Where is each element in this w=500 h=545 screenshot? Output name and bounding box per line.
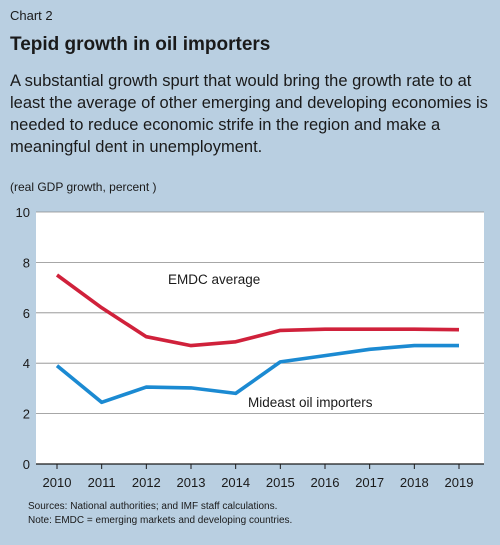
source-note: Sources: National authorities; and IMF s… <box>28 500 292 528</box>
x-tick-label: 2018 <box>400 475 429 490</box>
x-tick-label: 2010 <box>43 475 72 490</box>
y-tick-label: 8 <box>23 255 30 270</box>
note-text: Note: EMDC = emerging markets and develo… <box>28 515 293 526</box>
sources-text: Sources: National authorities; and IMF s… <box>28 501 278 512</box>
chart-subtitle: A substantial growth spurt that would br… <box>10 72 488 156</box>
series-line-0 <box>55 273 460 348</box>
chart-title: Tepid growth in oil importers <box>10 34 271 55</box>
y-tick-label: 0 <box>23 457 30 472</box>
x-tick-label: 2011 <box>88 475 116 490</box>
y-tick-label: 2 <box>23 407 30 422</box>
y-tick-labels: 0 2 4 6 8 10 <box>16 205 30 472</box>
x-tick-label: 2015 <box>266 475 295 490</box>
series-lines <box>55 273 460 405</box>
series-label-mideast-oil-importers: Mideast oil importers <box>248 395 373 410</box>
series-label-emdc-average: EMDC average <box>168 272 260 287</box>
x-tick-labels: 2010 2011 2012 2013 2014 2015 2016 2017 2018 2019 <box>43 464 474 490</box>
x-tick-label: 2013 <box>177 475 206 490</box>
chart-number-label: Chart 2 <box>10 8 53 23</box>
units-note: (real GDP growth, percent ) <box>10 180 157 194</box>
y-tick-label: 4 <box>23 356 30 371</box>
x-tick-label: 2014 <box>221 475 250 490</box>
plot-area <box>36 212 484 464</box>
x-tick-label: 2012 <box>132 475 161 490</box>
x-tick-label: 2016 <box>311 475 340 490</box>
series-line-1 <box>55 343 459 405</box>
y-tick-label: 6 <box>23 306 30 321</box>
x-tick-label: 2017 <box>355 475 384 490</box>
x-tick-label: 2019 <box>445 475 474 490</box>
y-tick-label: 10 <box>16 205 30 220</box>
